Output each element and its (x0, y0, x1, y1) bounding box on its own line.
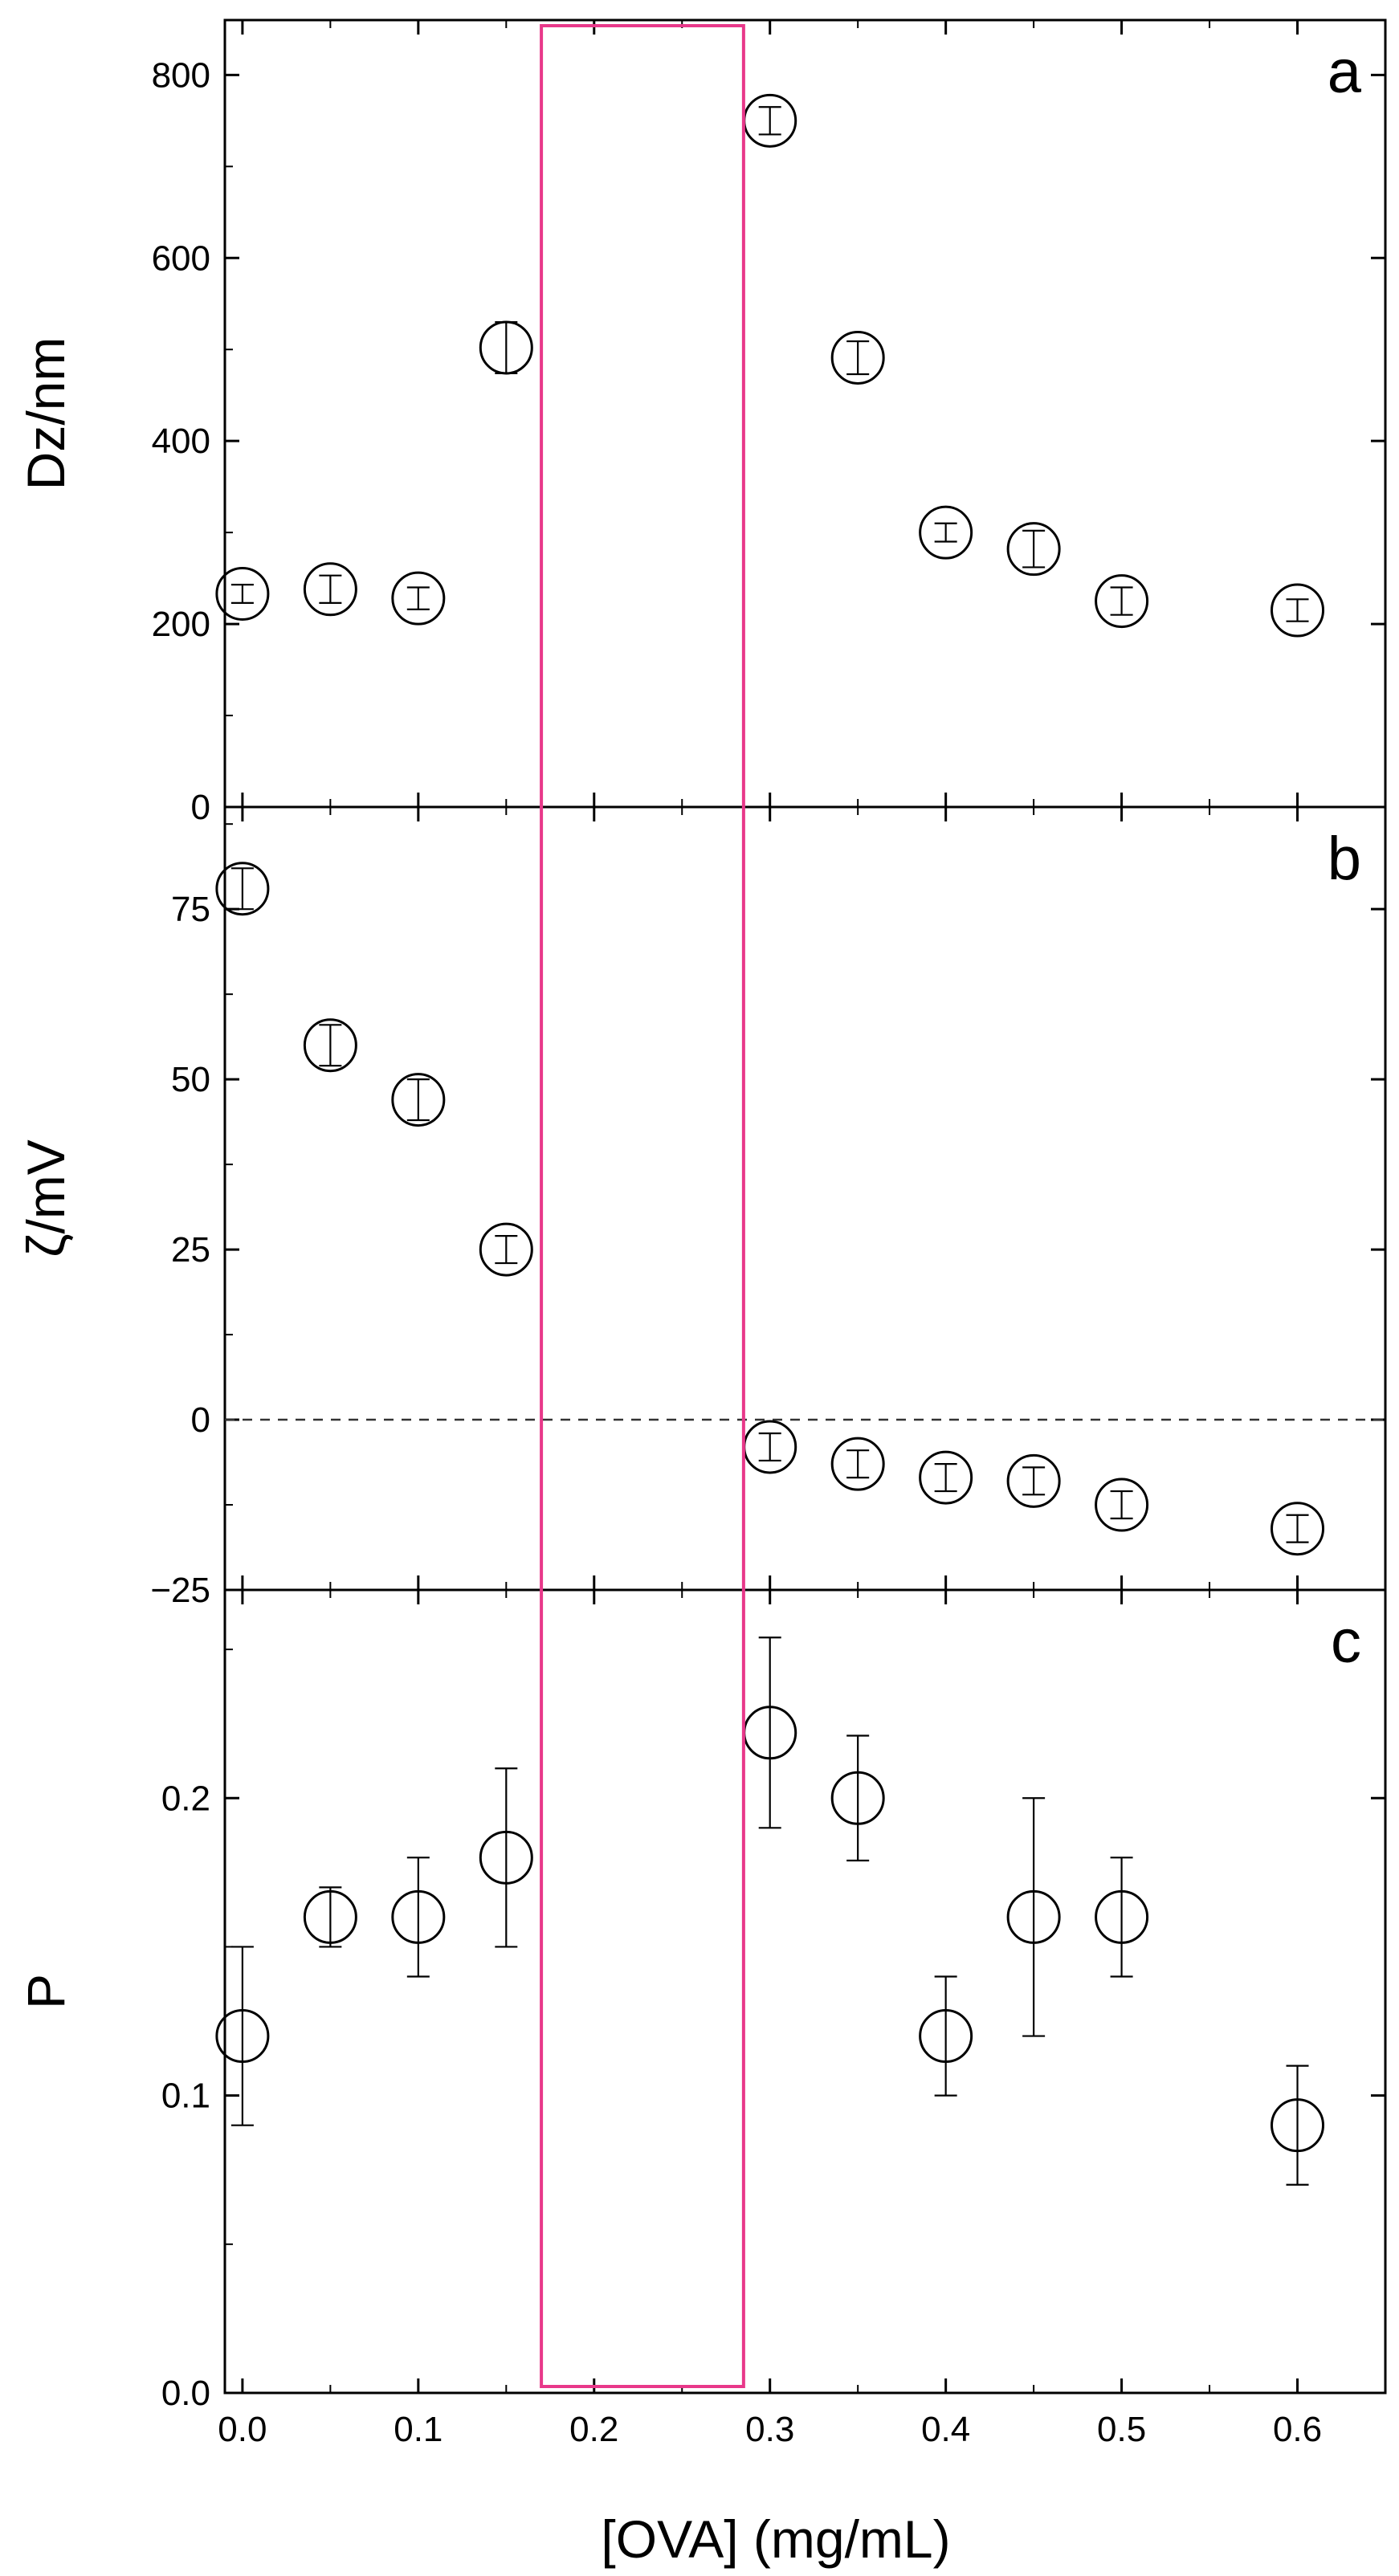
data-point (743, 1636, 797, 1829)
data-point (743, 93, 797, 148)
panel-b: −25 0 25 50 75 ζ/mV b (16, 805, 1387, 1610)
point-marker (1271, 1502, 1325, 1556)
data-point (1095, 574, 1149, 629)
y-tick-label: 0.0 (161, 2374, 210, 2413)
y-axis-title: ζ/mV (16, 1139, 75, 1257)
panel-letter: c (1331, 1608, 1361, 1676)
data-point (1006, 1797, 1061, 2037)
x-tick-label: 0.5 (1097, 2410, 1146, 2449)
data-point (919, 1975, 973, 2097)
point-marker (919, 2009, 973, 2064)
point-marker (1271, 583, 1325, 638)
data-point (830, 1437, 885, 1491)
chart-panels: 0 200 400 600 800 Dz/nm a −25 0 25 50 75 ζ/mV b 0.0 0.1… (16, 18, 1387, 2449)
x-tick-label: 0.1 (394, 2410, 443, 2449)
point-marker (1006, 1889, 1061, 1944)
data-point (479, 1222, 533, 1277)
data-point (479, 320, 533, 375)
panel-frame (223, 18, 1387, 809)
y-tick-label: 0 (191, 788, 210, 827)
y-tick-label: 0.1 (161, 2077, 210, 2116)
panel-frame (223, 1588, 1387, 2395)
panel-letter: b (1328, 825, 1361, 893)
point-marker (830, 1437, 885, 1491)
y-tick-label: 50 (171, 1060, 210, 1099)
x-axis-title: [OVA] (mg/mL) (601, 2509, 950, 2569)
data-point (919, 505, 973, 560)
x-tick-label: 0.4 (921, 2410, 970, 2449)
data-point (215, 1946, 270, 2126)
y-tick-label: 0.2 (161, 1779, 210, 1818)
data-point (830, 1734, 885, 1862)
data-point (919, 1450, 973, 1505)
data-point (743, 1420, 797, 1474)
point-marker (215, 862, 270, 916)
data-point (391, 571, 446, 626)
panel-letter: a (1328, 38, 1362, 106)
data-point (391, 1073, 446, 1127)
y-tick-label: 25 (171, 1230, 210, 1270)
data-point (1095, 1857, 1149, 1978)
point-marker (479, 1222, 533, 1277)
point-marker (303, 1018, 357, 1073)
y-tick-label: 800 (152, 55, 210, 95)
x-tick-label: 0.2 (569, 2410, 618, 2449)
point-marker (391, 1073, 446, 1127)
y-tick-label: −25 (150, 1571, 210, 1610)
point-marker (215, 2009, 270, 2064)
point-marker (830, 330, 885, 385)
point-marker (303, 1889, 357, 1944)
data-point (215, 862, 270, 916)
y-axis-title: Dz/nm (16, 337, 75, 491)
panel-a: 0 200 400 600 800 Dz/nm a (16, 18, 1387, 827)
data-point (1271, 583, 1325, 638)
data-point (1095, 1478, 1149, 1532)
panel-frame (223, 805, 1387, 1592)
point-marker (919, 505, 973, 560)
data-point (303, 562, 357, 617)
point-marker (303, 562, 357, 617)
y-tick-label: 75 (171, 890, 210, 929)
data-point (1006, 522, 1061, 577)
point-marker (1006, 1453, 1061, 1508)
data-point (830, 330, 885, 385)
point-marker (830, 1771, 885, 1825)
point-marker (1271, 2098, 1325, 2153)
point-marker (391, 571, 446, 626)
data-point (215, 566, 270, 621)
highlight-box (540, 24, 745, 2388)
point-marker (215, 566, 270, 621)
point-marker (391, 1889, 446, 1944)
panel-c: 0.0 0.1 0.2 0.0 0.1 0.2 0.3 0.4 0.5 0.6 Pc (16, 1588, 1387, 2449)
data-point (303, 1886, 357, 1948)
data-point (391, 1857, 446, 1978)
x-tick-label: 0.0 (218, 2410, 267, 2449)
y-axis-title: P (16, 1974, 75, 2009)
point-marker (1095, 574, 1149, 629)
y-tick-label: 600 (152, 238, 210, 278)
y-tick-label: 0 (191, 1400, 210, 1440)
point-marker (1095, 1478, 1149, 1532)
y-tick-label: 400 (152, 422, 210, 461)
data-point (1271, 1502, 1325, 1556)
point-marker (919, 1450, 973, 1505)
point-marker (479, 320, 533, 375)
point-marker (479, 1830, 533, 1885)
data-point (479, 1767, 533, 1948)
point-marker (1006, 522, 1061, 577)
y-tick-label: 200 (152, 605, 210, 644)
data-point (303, 1018, 357, 1073)
point-marker (1095, 1889, 1149, 1944)
data-point (1271, 2064, 1325, 2186)
x-tick-label: 0.3 (745, 2410, 794, 2449)
data-point (1006, 1453, 1061, 1508)
x-tick-label: 0.6 (1273, 2410, 1322, 2449)
